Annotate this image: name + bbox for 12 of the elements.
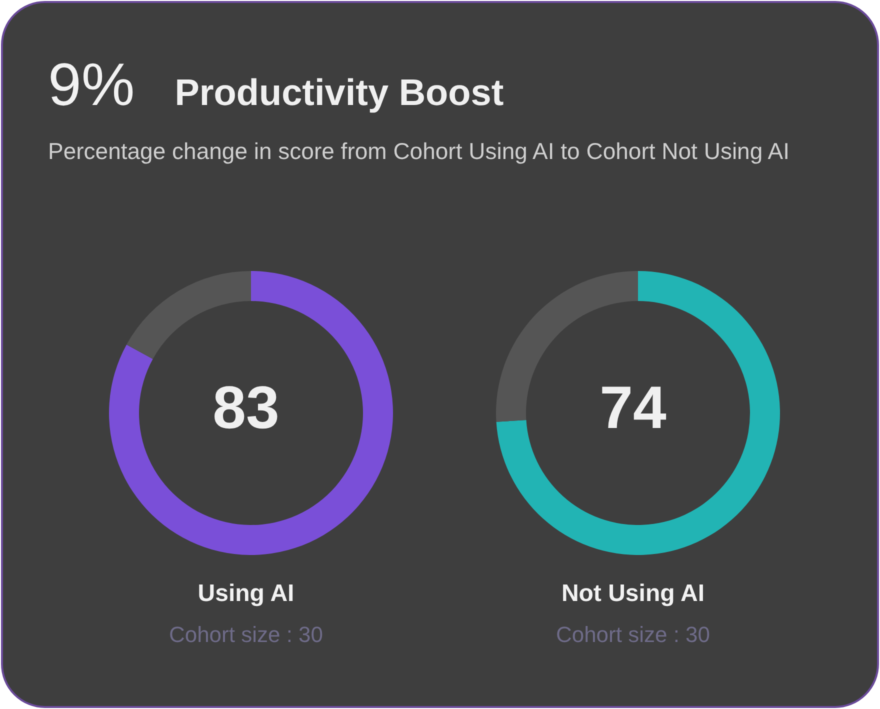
text: Productivity Boost	[174, 72, 504, 114]
text: Cohort size : 30	[554, 622, 712, 648]
text: 83	[212, 374, 280, 441]
text: 74	[598, 374, 668, 441]
text: 9%	[48, 50, 135, 119]
text: Using AI	[196, 580, 296, 608]
donut-slice	[109, 271, 393, 555]
donut-slice	[496, 271, 780, 555]
text: Not Using AI	[560, 580, 706, 608]
text: Percentage change in score from Cohort Using AI to Cohort Not Using AI	[48, 137, 790, 166]
text: Cohort size : 30	[168, 622, 324, 648]
donut-slice	[126, 271, 251, 360]
